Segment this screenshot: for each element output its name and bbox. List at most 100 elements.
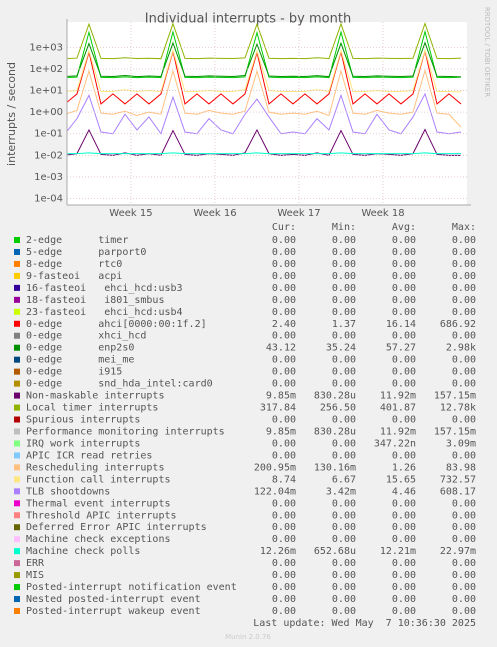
legend-swatch [14, 260, 20, 267]
legend-swatch [14, 488, 20, 495]
legend-value: 0.00 [272, 307, 296, 318]
legend-label: Posted-interrupt notification event [26, 582, 237, 593]
legend-value: 0.00 [392, 606, 416, 617]
legend-label: Posted-interrupt wakeup event [26, 606, 201, 617]
legend-label: 0-edge mei_me [26, 355, 134, 366]
legend-value: 0.00 [392, 594, 416, 605]
legend-value: 0.00 [332, 415, 356, 426]
legend-value: 0.00 [272, 367, 296, 378]
legend-value: 0.00 [392, 498, 416, 509]
legend-value: 6.67 [332, 474, 356, 485]
legend-value: 11.92m [380, 426, 416, 437]
legend-value: 0.00 [272, 606, 296, 617]
legend-swatch [14, 524, 20, 531]
legend-label: 8-edge rtc0 [26, 259, 122, 270]
legend-value: 157.15m [434, 391, 476, 402]
legend-value: 0.00 [332, 498, 356, 509]
legend-value: 12.21m [380, 546, 416, 557]
last-update: Last update: Wed May 7 10:36:30 2025 [253, 618, 476, 629]
legend-value: 0.00 [392, 558, 416, 569]
legend-swatch [14, 416, 20, 423]
legend-swatch [14, 452, 20, 459]
legend-value: 0.00 [452, 247, 476, 258]
legend-value: 0.00 [392, 235, 416, 246]
legend-value: 0.00 [392, 534, 416, 545]
legend-value: 0.00 [332, 438, 356, 449]
legend-value: 0.00 [452, 367, 476, 378]
legend-value: 3.42m [326, 486, 356, 497]
legend-header: Avg: [392, 222, 416, 233]
legend-value: 0.00 [272, 283, 296, 294]
legend-header: Max: [452, 222, 476, 233]
legend-value: 2.40 [272, 319, 296, 330]
legend-swatch [14, 248, 20, 255]
legend-value: 0.00 [452, 307, 476, 318]
y-tick-label: 1e+00 [29, 107, 63, 118]
legend-swatch [14, 380, 20, 387]
legend-value: 0.00 [452, 450, 476, 461]
legend-swatch [14, 548, 20, 555]
footer: Munin 2.0.76 [225, 633, 271, 641]
legend-label: 0-edge ahci[0000:00:1f.2] [26, 319, 207, 330]
legend-swatch [14, 296, 20, 303]
legend-value: 0.00 [392, 259, 416, 270]
legend-swatch [14, 512, 20, 519]
legend-value: 0.00 [452, 498, 476, 509]
legend-label: MIS [26, 570, 44, 581]
legend-value: 0.00 [392, 355, 416, 366]
legend-value: 0.00 [452, 594, 476, 605]
legend-value: 0.00 [392, 283, 416, 294]
legend-label: 16-fasteoi ehci_hcd:usb3 [26, 283, 183, 294]
legend-value: 0.00 [392, 450, 416, 461]
legend-value: 0.00 [332, 283, 356, 294]
legend-swatch [14, 608, 20, 614]
legend-label: 2-edge timer [26, 235, 128, 246]
y-tick-label: 1e-01 [34, 129, 63, 140]
legend-label: Deferred Error APIC interrupts [26, 522, 207, 533]
legend-swatch [14, 272, 20, 279]
legend-value: 0.00 [392, 271, 416, 282]
legend-value: 0.00 [272, 534, 296, 545]
legend-value: 0.00 [272, 355, 296, 366]
legend-value: 347.22n [374, 438, 416, 449]
legend-swatch [14, 440, 20, 447]
legend-swatch [14, 356, 20, 363]
legend-value: 43.12 [266, 343, 296, 354]
legend-value: 0.00 [332, 355, 356, 366]
legend-label: Machine check exceptions [26, 534, 171, 545]
x-tick-label: Week 17 [277, 208, 320, 219]
legend-value: 0.00 [452, 271, 476, 282]
legend-value: 0.00 [272, 510, 296, 521]
legend-value: 57.27 [386, 343, 416, 354]
y-tick-label: 1e+02 [29, 64, 63, 75]
legend-value: 608.17 [440, 486, 476, 497]
legend-value: 0.00 [392, 379, 416, 390]
legend-value: 22.97m [440, 546, 476, 557]
legend-value: 686.92 [440, 319, 476, 330]
legend-value: 0.00 [392, 295, 416, 306]
legend-value: 0.00 [332, 331, 356, 342]
series-line [67, 152, 461, 155]
legend-value: 16.14 [386, 319, 416, 330]
legend-value: 0.00 [272, 594, 296, 605]
legend-value: 0.00 [452, 558, 476, 569]
legend-label: 0-edge i915 [26, 367, 122, 378]
legend-value: 0.00 [332, 379, 356, 390]
legend-label: IRQ work interrupts [26, 438, 140, 449]
legend-value: 732.57 [440, 474, 476, 485]
legend-swatch [14, 308, 20, 315]
legend-value: 0.00 [272, 582, 296, 593]
y-tick-label: 1e-03 [34, 172, 63, 183]
legend-swatch [14, 392, 20, 399]
legend-value: 0.00 [272, 295, 296, 306]
legend-header: Cur: [272, 222, 296, 233]
legend-value: 0.00 [272, 570, 296, 581]
legend-value: 0.00 [452, 295, 476, 306]
legend-swatch [14, 464, 20, 471]
legend-value: 0.00 [452, 582, 476, 593]
legend-label: Function call interrupts [26, 474, 171, 485]
legend-label: 9-fasteoi acpi [26, 271, 122, 282]
legend-value: 0.00 [332, 582, 356, 593]
legend-label: 0-edge snd_hda_intel:card0 [26, 379, 213, 390]
